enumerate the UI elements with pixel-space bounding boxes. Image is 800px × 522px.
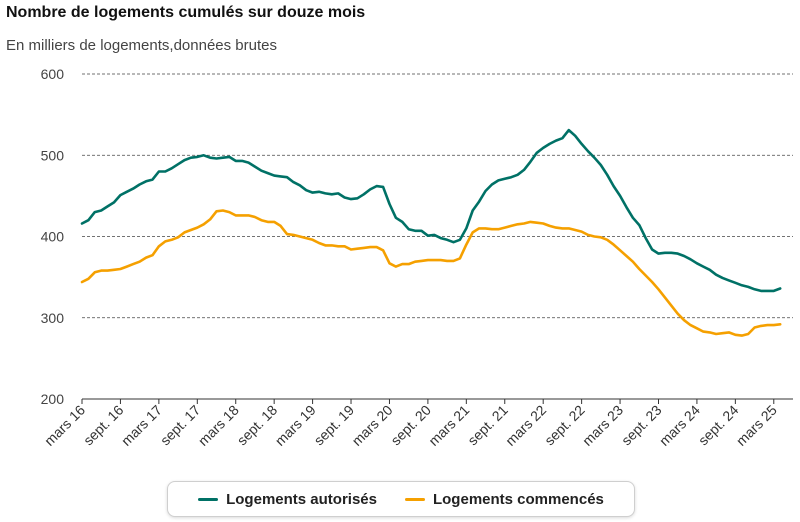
x-tick-label: mars 19 — [272, 402, 319, 449]
chart-subtitle: En milliers de logements,données brutes — [6, 37, 277, 54]
x-tick-label: sept. 20 — [387, 402, 434, 449]
x-tick-label: sept. 16 — [80, 402, 127, 449]
x-tick-label: mars 17 — [118, 402, 165, 449]
y-axis: 200 300 400 500 600 — [41, 66, 65, 407]
x-tick-label: mars 20 — [349, 402, 396, 449]
x-tick-label: mars 25 — [733, 402, 780, 449]
x-tick-label: sept. 24 — [695, 402, 742, 449]
x-tick-label: mars 24 — [656, 402, 703, 449]
x-tick-label: mars 18 — [195, 402, 242, 449]
x-tick-label: mars 22 — [502, 402, 549, 449]
y-tick-label: 400 — [41, 229, 65, 245]
y-tick-label: 200 — [41, 391, 65, 407]
y-tick-label: 600 — [41, 66, 65, 82]
series-line-autorises — [80, 128, 782, 293]
legend: Logements autorisés Logements commencés — [167, 481, 635, 517]
legend-swatch-commences — [404, 497, 425, 501]
x-tick-label: sept. 23 — [618, 402, 665, 449]
x-tick-label: sept. 19 — [311, 402, 358, 449]
series-lines — [80, 128, 782, 337]
x-tick-label: sept. 17 — [157, 402, 204, 449]
x-tick-label: mars 16 — [41, 402, 88, 449]
legend-swatch-autorises — [198, 497, 219, 501]
legend-label-autorises: Logements autorisés — [226, 490, 377, 508]
x-tick-label: mars 21 — [425, 402, 472, 449]
legend-item-commences[interactable]: Logements commencés — [404, 490, 604, 508]
series-line-commences — [80, 209, 782, 337]
x-tick-label: sept. 21 — [464, 402, 511, 449]
legend-item-autorises[interactable]: Logements autorisés — [198, 491, 377, 508]
x-tick-label: sept. 18 — [234, 402, 281, 449]
x-tick-label: sept. 22 — [541, 402, 588, 449]
y-tick-label: 500 — [41, 147, 65, 163]
y-tick-label: 300 — [41, 310, 65, 326]
chart-title: Nombre de logements cumulés sur douze mo… — [6, 4, 366, 21]
legend-label-commences: Logements commencés — [432, 490, 604, 508]
x-tick-label: mars 23 — [579, 402, 626, 449]
